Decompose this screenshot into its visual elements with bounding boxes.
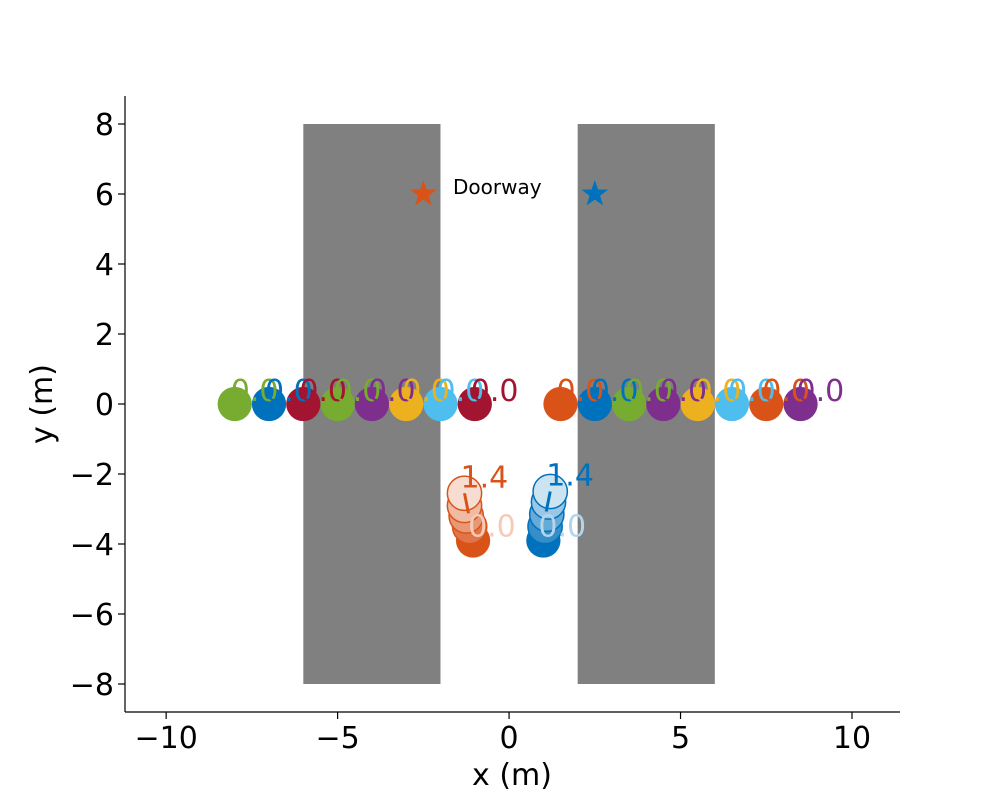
agent-circle (251, 386, 287, 422)
agent-circle (543, 386, 578, 422)
agent-circle (611, 386, 647, 422)
agent-circle (577, 386, 612, 422)
y-tick-label: 4 (95, 248, 114, 283)
y-tick-label: 0 (95, 388, 114, 423)
agent-time-label: 0.0 (591, 374, 639, 409)
agent-time-label: 0.0 (368, 374, 416, 409)
trajectory-0-end-label: 1.4 (460, 460, 508, 495)
y-tick-label: −8 (70, 668, 114, 703)
agent-time-label: 0.0 (231, 374, 279, 409)
agent-circle (749, 386, 784, 422)
agent-time-label: 0.0 (659, 374, 707, 409)
agents-layer: 0.00.00.00.00.00.00.00.0 0.00.00.00.00.00… (217, 374, 845, 422)
agent-circle (423, 386, 458, 422)
agent-time-label: 0.0 (436, 374, 484, 409)
agent-circle (646, 386, 681, 422)
agent-circle (783, 386, 818, 422)
agent-time-label: 0.0 (762, 374, 810, 409)
goal-star-0 (410, 180, 437, 206)
y-tick-label: −4 (70, 528, 114, 563)
y-tick-label: −2 (70, 458, 114, 493)
y-tick-label: 6 (95, 178, 114, 213)
agent-circle (217, 386, 252, 422)
agent-time-label: 0.0 (402, 374, 450, 409)
agent-time-label: 0.0 (557, 374, 605, 409)
y-tick-label: 2 (95, 318, 114, 353)
y-tick-label: 8 (95, 108, 114, 143)
agent-time-label: 0.0 (694, 374, 742, 409)
x-tick-label: −10 (134, 721, 197, 756)
agent-time-label: 0.0 (299, 374, 347, 409)
trajectory-1-start-label: 0.0 (538, 510, 586, 545)
agent-circle (457, 386, 492, 422)
agent-time-label: 0.0 (471, 374, 519, 409)
agent-circle (680, 386, 715, 422)
agent-time-label: 0.0 (265, 374, 313, 409)
legend-label: Doorway (453, 175, 542, 199)
agent-circle (389, 386, 424, 422)
trajectory-0-start-label: 0.0 (468, 510, 516, 545)
agent-time-label: 0.0 (334, 374, 382, 409)
x-tick-label: −5 (315, 721, 359, 756)
agent-circle (320, 386, 355, 422)
agent-circle (354, 386, 390, 422)
trajectory-0-heading (463, 492, 470, 514)
x-tick-label: 0 (500, 721, 519, 756)
trajectory-1-heading (544, 491, 552, 512)
x-axis-label: x (m) (472, 758, 552, 793)
trajectories-layer: 0.0 1.4 0.0 1.4 (446, 459, 594, 558)
agent-circle (714, 386, 750, 422)
goal-star-1 (581, 180, 609, 206)
agent-time-label: 0.0 (797, 374, 845, 409)
agent-time-label: 0.0 (728, 374, 776, 409)
goals-layer (410, 180, 609, 206)
ticks-layer: −10 −5 0 5 10 −8 −6 −4 −2 0 2 4 6 8 (70, 108, 871, 756)
y-axis-label: y (m) (25, 364, 60, 444)
y-tick-label: −6 (70, 598, 114, 633)
x-tick-label: 10 (833, 721, 871, 756)
agent-time-label: 0.0 (625, 374, 673, 409)
trajectory-1-end-label: 1.4 (546, 459, 594, 494)
x-tick-label: 5 (671, 721, 690, 756)
agent-circle (286, 386, 321, 422)
